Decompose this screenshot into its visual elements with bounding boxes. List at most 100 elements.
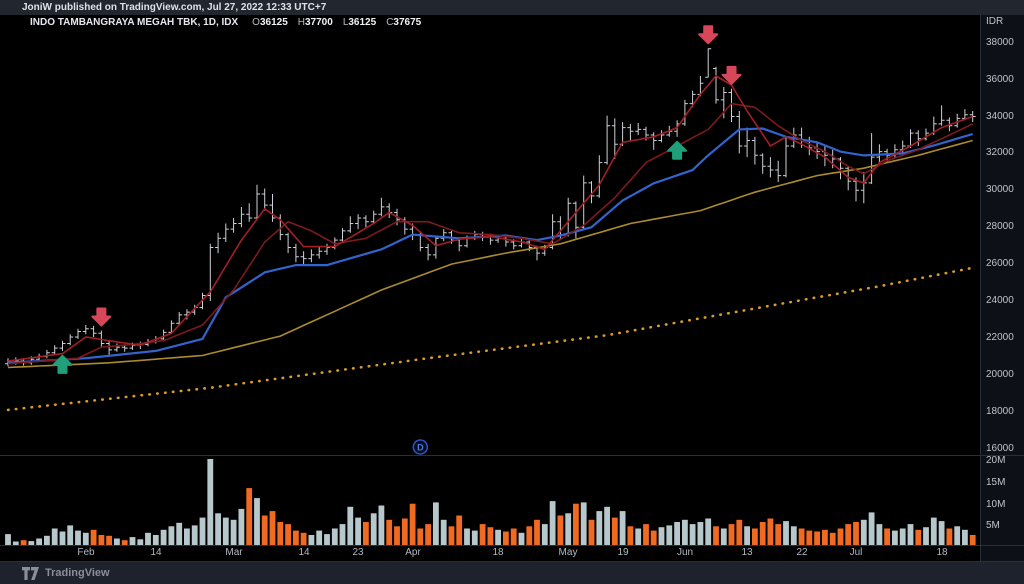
volume-bar [650,530,657,545]
buy-arrow-icon[interactable] [667,140,688,160]
volume-bar [954,526,961,545]
volume-bar [277,522,284,545]
publish-banner-text: JoniW published on TradingView.com, Jul … [22,2,327,13]
volume-bar [720,528,727,545]
volume-bar [293,530,299,545]
volume-bar [425,524,431,545]
volume-bar [355,517,361,545]
volume-bar [285,524,291,545]
volume-bar [121,540,128,545]
volume-bar [611,517,618,545]
time-tick-label: 14 [150,547,162,558]
volume-bar [246,488,253,545]
tradingview-brand-label[interactable]: TradingView [45,567,110,579]
ohlc-letter: C [386,17,394,28]
time-tick-label: 18 [492,547,504,558]
volume-bar [106,535,112,545]
time-axis[interactable]: Feb 14 Mar 14 23 Apr 18 May 19 Jun 13 22 Jul 18 [0,546,978,561]
volume-bar [518,532,525,545]
time-tick-label: Apr [405,547,421,558]
volume-bar [573,503,579,545]
volume-bar [401,518,408,545]
volume-bar [526,526,533,545]
volume-bar [853,522,859,545]
volume-bar [666,525,673,545]
volume-bar [308,535,315,545]
volume-bar [829,532,836,545]
volume-bar [129,537,136,545]
volume-bar [316,530,323,545]
volume-bar [269,511,276,545]
volume-bar [806,530,813,545]
volume-bar [114,538,120,545]
ma-dotted-line [6,266,975,412]
symbol-title[interactable]: INDO TAMBANGRAYA MEGAH TBK, 1D, IDX [30,17,239,28]
volume-bar [254,498,260,545]
ohlc-value: 36125 [259,17,288,28]
time-tick-label: Jul [849,547,863,558]
sell-arrow-icon[interactable] [721,65,742,85]
ohlc-values: O36125 H37700 L36125 C37675 [238,17,421,28]
volume-bar [837,528,844,545]
volume-bar [394,526,400,545]
volume-bar [767,518,774,545]
time-tick-label: Mar [225,547,243,558]
volume-bar [152,535,159,545]
footer-bar: TradingView [0,561,1024,584]
tradingview-logo-icon[interactable] [22,566,39,580]
volume-bar [822,529,828,545]
sell-arrow-icon[interactable] [698,25,719,45]
volume-bar [876,524,883,545]
volume-bar [464,528,470,545]
volume-bar [82,532,89,545]
sell-arrow-icon[interactable] [91,307,112,327]
volume-bar [433,502,439,545]
volume-bar [495,529,501,545]
volume-bar [12,541,19,545]
ma-red-slow-line [7,102,974,365]
volume-bar [471,530,478,545]
volume-bar [923,527,929,545]
volume-bar [409,503,416,545]
volume-bar [689,524,696,545]
volume-bar [915,529,922,545]
volume-bar [588,519,595,545]
ma-red-fast-line [7,74,973,362]
volume-bar [635,528,642,545]
volume-bar [728,524,735,545]
volume-bar [775,524,782,545]
volume-bar [510,528,517,545]
volume-bar [238,508,245,545]
time-tick-label: Jun [676,547,694,558]
ohlc-value: 36125 [348,17,377,28]
volume-bar [67,525,74,545]
volume-bar [643,524,649,545]
time-tick-label: Feb [77,547,95,558]
volume-bar [370,513,377,545]
volume-bar [184,528,190,545]
ohlc-value: 37675 [393,17,422,28]
volume-bar [145,532,151,545]
volume-bar [51,528,58,545]
volume-bar [90,529,97,545]
ma-yellow-line [7,139,973,369]
volume-bar [20,540,27,545]
buy-arrow-icon[interactable] [52,354,73,374]
volume-bar [331,528,338,545]
dividend-marker[interactable]: D [412,439,429,455]
symbol-legend[interactable]: INDO TAMBANGRAYA MEGAH TBK, 1D, IDX O3612… [30,17,421,31]
ohlc-letter: L [342,17,349,28]
price-axis-background [980,15,1024,561]
time-tick-label: 13 [741,547,753,558]
volume-bar [176,522,183,545]
volume-bar [713,526,719,545]
volume-bar [5,534,11,545]
volume-bar [59,531,66,545]
volume-bar [946,528,953,545]
volume-bar [503,531,509,545]
ma-blue-line [7,127,974,364]
volume-bar [541,524,548,545]
volume-bar [969,535,976,545]
